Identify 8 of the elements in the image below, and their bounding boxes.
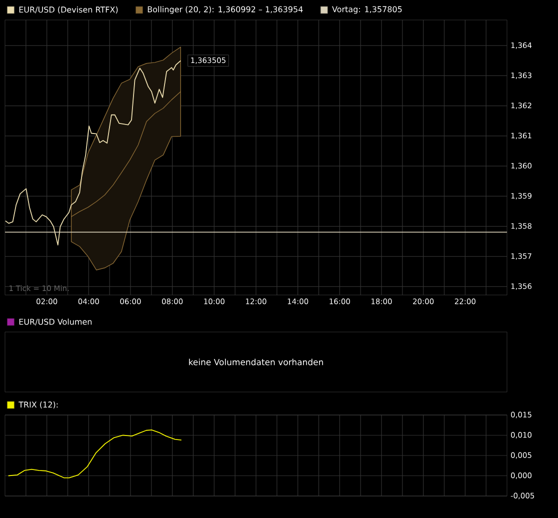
line-series [8,430,182,478]
text: EUR/USD Volumen [19,318,92,326]
legend-label: EUR/USD (Devisen RTFX) [19,6,118,14]
chart-title: TRIX (12): [18,401,58,409]
legend-label: Bollinger (20, 2): 1,360992 – 1,363954 [148,6,303,14]
line-series [5,60,182,246]
legend-label: Vortag: 1,357805 [332,6,402,14]
text: keine Volumendaten vorhanden [189,358,323,366]
